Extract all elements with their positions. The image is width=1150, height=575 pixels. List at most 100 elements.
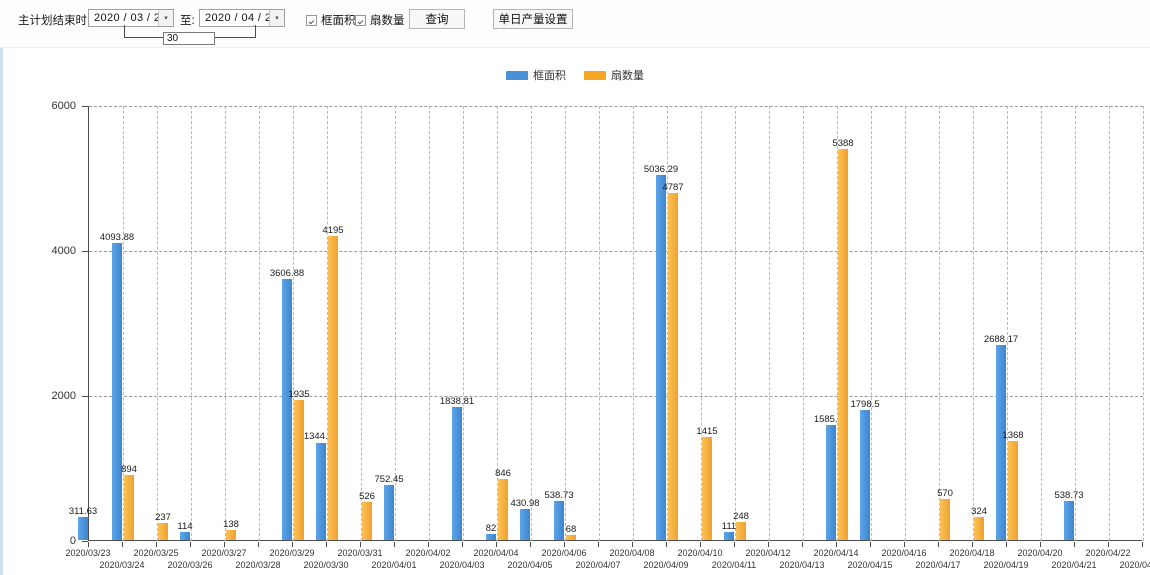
x-axis-tick-label: 2020/03/31 xyxy=(337,548,383,558)
bar-框面积-2020/04/03[interactable] xyxy=(452,406,462,540)
end-date-chevron-down-icon[interactable]: ▾ xyxy=(269,10,284,26)
x-axis-tick-label: 2020/03/25 xyxy=(133,548,179,558)
bar-value-label: 111 xyxy=(721,520,737,532)
x-axis-tick-label: 2020/04/10 xyxy=(677,548,723,558)
x-axis-tick-label: 2020/04/11 xyxy=(711,560,757,570)
bar-扇数量-2020/04/17[interactable] xyxy=(940,498,950,540)
bar-扇数量-2020/03/31[interactable] xyxy=(362,501,372,540)
bar-扇数量-2020/03/27[interactable] xyxy=(226,530,236,540)
start-date-picker[interactable]: 2020 / 03 / 24 ▾ xyxy=(88,9,174,27)
bar-value-label: 526 xyxy=(359,490,375,502)
x-axis-tick-label: 2020/04/05 xyxy=(507,560,553,570)
gridline-vertical xyxy=(1143,106,1144,541)
bar-框面积-2020/03/30[interactable] xyxy=(316,442,326,540)
x-tick-mark xyxy=(496,542,497,547)
bar-扇数量-2020/03/30[interactable] xyxy=(328,235,338,540)
bar-value-label: 4093.88 xyxy=(99,232,135,244)
bar-框面积-2020/04/05[interactable] xyxy=(520,508,530,540)
x-axis-tick-label: 2020/03/23 xyxy=(65,548,111,558)
bar-框面积-2020/03/29[interactable] xyxy=(282,278,292,540)
bar-value-label: 846 xyxy=(495,467,511,479)
bar-扇数量-2020/04/04[interactable] xyxy=(498,478,508,540)
x-tick-mark xyxy=(122,542,123,547)
bar-框面积-2020/04/06[interactable] xyxy=(554,500,564,540)
x-tick-mark xyxy=(1040,542,1041,547)
x-tick-mark xyxy=(258,542,259,547)
bar-扇数量-2020/04/18[interactable] xyxy=(974,516,984,540)
x-tick-mark xyxy=(530,542,531,547)
legend-label-frame-area: 框面积 xyxy=(533,70,566,82)
x-tick-mark xyxy=(394,542,395,547)
y-tick-mark xyxy=(82,541,88,542)
x-axis-tick-label: 2020/04/20 xyxy=(1017,548,1063,558)
bar-扇数量-2020/04/19[interactable] xyxy=(1008,440,1018,540)
bar-value-label: 1415 xyxy=(696,426,718,438)
plot-area[interactable]: 311.63 4093.88 114 3606.88 1344.95 752.45 1838… xyxy=(69,106,1144,541)
bar-扇数量-2020/03/29[interactable] xyxy=(294,399,304,540)
bar-value-label: 248 xyxy=(733,511,749,523)
bar-框面积-2020/03/26[interactable] xyxy=(180,531,190,540)
gridline-vertical xyxy=(973,106,974,541)
start-date-chevron-down-icon[interactable]: ▾ xyxy=(158,10,173,26)
x-axis-tick-label: 2020/04/14 xyxy=(813,548,859,558)
x-axis-tick-label: 2020/03/26 xyxy=(167,560,213,570)
bar-框面积-2020/04/21[interactable] xyxy=(1064,500,1074,540)
x-tick-mark xyxy=(428,542,429,547)
checkbox-fan-count[interactable]: 扇数量 xyxy=(355,12,405,28)
x-axis-tick-label: 2020/04/17 xyxy=(915,560,961,570)
x-tick-mark xyxy=(292,542,293,547)
bar-框面积-2020/04/15[interactable] xyxy=(860,409,870,540)
bar-value-label: 114 xyxy=(177,520,193,532)
bar-框面积-2020/04/11[interactable] xyxy=(724,531,734,540)
bar-框面积-2020/03/24[interactable] xyxy=(112,243,122,540)
x-tick-mark xyxy=(870,542,871,547)
x-tick-mark xyxy=(836,542,837,547)
gridline-vertical xyxy=(939,106,940,541)
bar-框面积-2020/04/09[interactable] xyxy=(656,174,666,540)
bar-value-label: 1344.95 xyxy=(303,431,339,443)
bar-框面积-2020/04/01[interactable] xyxy=(384,485,394,540)
checkbox-frame-area[interactable]: 框面积 xyxy=(306,12,356,28)
y-tick-mark xyxy=(82,251,88,252)
bar-value-label: 82 xyxy=(485,523,497,535)
x-axis-tick-label: 2020/03/27 xyxy=(201,548,247,558)
legend-item-fan-count[interactable]: 扇数量 xyxy=(584,67,644,83)
x-tick-mark xyxy=(802,542,803,547)
x-tick-mark xyxy=(564,542,565,547)
bar-框面积-2020/04/04[interactable] xyxy=(486,534,496,540)
gridline-vertical xyxy=(259,106,260,541)
bar-扇数量-2020/04/11[interactable] xyxy=(736,522,746,540)
end-date-picker[interactable]: 2020 / 04 / 23 ▾ xyxy=(199,9,285,27)
gridline-vertical xyxy=(633,106,634,541)
gridline-vertical xyxy=(803,106,804,541)
bar-扇数量-2020/03/25[interactable] xyxy=(158,522,168,540)
legend-item-frame-area[interactable]: 框面积 xyxy=(506,67,566,83)
bar-扇数量-2020/04/06[interactable] xyxy=(566,535,576,540)
x-axis-tick-label: 2020/04/12 xyxy=(745,548,791,558)
query-button[interactable]: 查询 xyxy=(409,9,465,29)
x-axis-tick-label: 2020/04/22 xyxy=(1085,548,1131,558)
daily-output-settings-button[interactable]: 单日产量设置 xyxy=(493,9,573,29)
gridline-vertical xyxy=(395,106,396,541)
x-tick-mark xyxy=(224,542,225,547)
x-tick-mark xyxy=(156,542,157,547)
gridline-vertical xyxy=(157,106,158,541)
bar-框面积-2020/03/23[interactable] xyxy=(78,517,88,540)
bar-扇数量-2020/04/14[interactable] xyxy=(838,149,848,540)
bar-扇数量-2020/04/09[interactable] xyxy=(668,192,678,540)
bar-value-label: 538.73 xyxy=(544,489,574,501)
x-tick-mark xyxy=(326,542,327,547)
checkbox-frame-area-box[interactable] xyxy=(306,14,317,26)
gridline-vertical xyxy=(871,106,872,541)
y-axis-tick-label: 6000 xyxy=(51,100,76,112)
gridline-vertical xyxy=(735,106,736,541)
left-edge-strip xyxy=(0,0,3,575)
bar-扇数量-2020/03/24[interactable] xyxy=(124,475,134,540)
bar-框面积-2020/04/19[interactable] xyxy=(996,345,1006,540)
checkbox-fan-count-box[interactable] xyxy=(355,14,366,26)
bar-扇数量-2020/04/10[interactable] xyxy=(702,437,712,540)
gridline-vertical xyxy=(701,106,702,541)
x-axis-tick-label: 2020/04/16 xyxy=(881,548,927,558)
bar-框面积-2020/04/14[interactable] xyxy=(826,425,836,540)
date-span-days-input[interactable]: 30 xyxy=(163,32,215,45)
